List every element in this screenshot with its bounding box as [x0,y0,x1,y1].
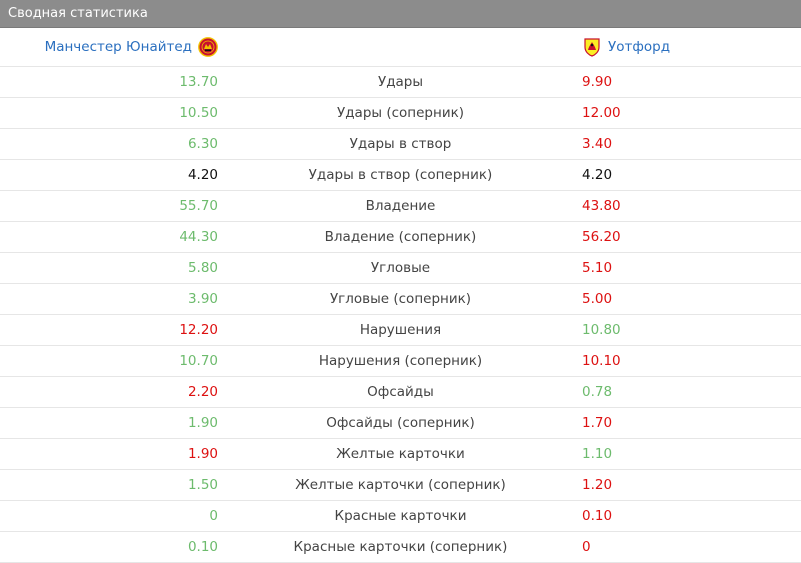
stat-label: Желтые карточки (соперник) [295,477,506,493]
stat-row: Удары 13.70 9.90 [0,67,801,98]
stat-label: Угловые [370,260,431,276]
away-stat-value: 0.78 [582,384,613,400]
away-team[interactable]: Уотфорд [582,28,670,66]
home-stat-value: 4.20 [187,167,218,183]
home-stat-value: 3.90 [187,291,218,307]
stat-row: Удары в створ 6.30 3.40 [0,129,801,160]
stat-label: Угловые (соперник) [329,291,472,307]
stat-label: Владение (соперник) [324,229,477,245]
stat-label: Удары [377,74,424,90]
stat-row: Нарушения (соперник) 10.70 10.10 [0,346,801,377]
stat-row: Удары в створ (соперник) 4.20 4.20 [0,160,801,191]
stats-table: Удары 13.70 9.90 Удары (соперник) 10.50 12.00… [0,67,801,563]
stat-row: Красные карточки 0 0.10 [0,501,801,532]
stat-label: Удары в створ (соперник) [308,167,493,183]
home-stat-value: 0 [209,508,218,524]
stat-row: Удары (соперник) 10.50 12.00 [0,98,801,129]
stat-label: Нарушения [359,322,442,338]
away-stat-value: 9.90 [582,74,613,90]
panel-title: Сводная статистика [8,6,148,21]
home-stat-value: 5.80 [187,260,218,276]
watford-crest-icon [582,37,602,57]
home-stat-value: 44.30 [179,229,218,245]
stat-label: Удары (соперник) [336,105,465,121]
stat-label: Нарушения (соперник) [318,353,483,369]
home-stat-value: 13.70 [179,74,218,90]
stat-row: Владение (соперник) 44.30 56.20 [0,222,801,253]
away-stat-value: 12.00 [582,105,621,121]
stat-label: Владение [365,198,436,214]
away-stat-value: 10.10 [582,353,621,369]
stat-label: Офсайды (соперник) [326,415,475,431]
home-stat-value: 2.20 [187,384,218,400]
away-stat-value: 1.70 [582,415,613,431]
stat-row: Офсайды (соперник) 1.90 1.70 [0,408,801,439]
stat-row: Угловые (соперник) 3.90 5.00 [0,284,801,315]
home-stat-value: 55.70 [179,198,218,214]
away-stat-value: 0 [582,539,591,555]
home-stat-value: 10.70 [179,353,218,369]
away-stat-value: 56.20 [582,229,621,245]
home-stat-value: 1.90 [187,446,218,462]
man-utd-crest-icon [198,37,218,57]
home-stat-value: 0.10 [187,539,218,555]
away-stat-value: 4.20 [582,167,613,183]
stat-label: Красные карточки (соперник) [293,539,508,555]
away-stat-value: 5.00 [582,291,613,307]
teams-header: Манчестер Юнайтед Уотфорд [0,28,801,67]
away-team-name[interactable]: Уотфорд [608,39,671,55]
panel-header: Сводная статистика [0,0,801,28]
stat-row: Желтые карточки (соперник) 1.50 1.20 [0,470,801,501]
stat-row: Нарушения 12.20 10.80 [0,315,801,346]
stat-row: Красные карточки (соперник) 0.10 0 [0,532,801,563]
home-stat-value: 12.20 [179,322,218,338]
stat-row: Желтые карточки 1.90 1.10 [0,439,801,470]
stat-label: Удары в створ [349,136,452,152]
stat-label: Красные карточки [334,508,467,524]
home-stat-value: 6.30 [187,136,218,152]
stat-label: Офсайды [367,384,434,400]
home-stat-value: 10.50 [179,105,218,121]
away-stat-value: 1.10 [582,446,613,462]
home-stat-value: 1.50 [187,477,218,493]
stat-label: Желтые карточки [336,446,465,462]
away-stat-value: 10.80 [582,322,621,338]
home-team[interactable]: Манчестер Юнайтед [45,28,218,66]
home-team-name[interactable]: Манчестер Юнайтед [44,39,192,55]
away-stat-value: 0.10 [582,508,613,524]
stat-row: Угловые 5.80 5.10 [0,253,801,284]
away-stat-value: 43.80 [582,198,621,214]
stat-row: Офсайды 2.20 0.78 [0,377,801,408]
away-stat-value: 5.10 [582,260,613,276]
away-stat-value: 3.40 [582,136,613,152]
away-stat-value: 1.20 [582,477,613,493]
home-stat-value: 1.90 [187,415,218,431]
stat-row: Владение 55.70 43.80 [0,191,801,222]
